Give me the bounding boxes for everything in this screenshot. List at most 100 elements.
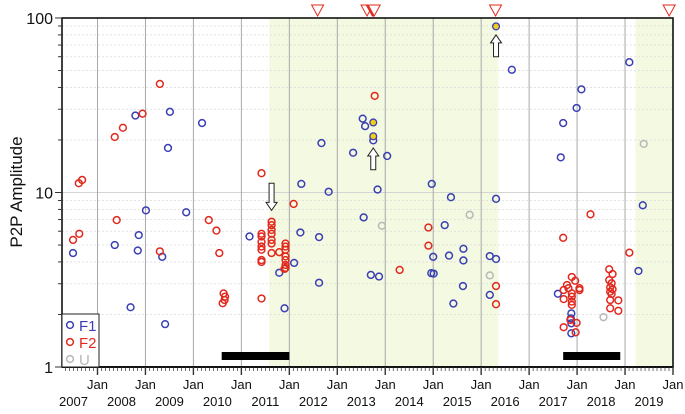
- y-tick-label: 10: [35, 186, 53, 203]
- point-f1: [373, 185, 382, 194]
- point-f1: [296, 228, 305, 237]
- x-year-label: 2013: [347, 394, 376, 409]
- point-f2: [281, 260, 290, 270]
- legend-marker-f2: [65, 337, 75, 347]
- point-f2: [281, 242, 290, 251]
- point-f1: [507, 65, 517, 74]
- point-f2: [566, 315, 575, 325]
- point-f1: [485, 290, 494, 300]
- point-f1: [348, 148, 358, 157]
- arrow-down-icon: [265, 182, 279, 212]
- y-axis-label: P2P Amplitude: [7, 136, 26, 247]
- point-f2: [571, 276, 580, 285]
- triangle-marker-icon: [310, 4, 325, 18]
- point-f2: [424, 241, 433, 250]
- point-f1: [556, 153, 565, 162]
- x-year-label: 2019: [635, 394, 664, 409]
- x-tick-month-label: Jan: [375, 377, 396, 392]
- axes: [55, 17, 674, 375]
- point-f2: [606, 295, 615, 305]
- point-f1: [638, 201, 647, 210]
- point-f2: [267, 217, 276, 226]
- point-f2: [608, 285, 617, 294]
- x-tick-month-label: Jan: [231, 377, 252, 392]
- arrow-up-icon: [489, 34, 503, 58]
- x-tick-month-label: Jan: [87, 377, 108, 392]
- arrow-up-icon: [366, 147, 380, 171]
- point-f1: [131, 111, 140, 120]
- point-f1: [126, 303, 135, 312]
- point-f2: [491, 300, 501, 309]
- point-f1: [160, 320, 170, 329]
- point-f2: [281, 252, 290, 261]
- point-f2: [118, 123, 128, 132]
- point-f1: [444, 251, 454, 260]
- legend-label-u: U: [79, 352, 90, 369]
- black-bar: [221, 352, 290, 360]
- x-year-label: 2009: [155, 394, 184, 409]
- x-year-label: 2015: [443, 394, 472, 409]
- point-f2: [77, 175, 87, 185]
- tick-labels: 110100Jan2007Jan2008Jan2009Jan2010Jan201…: [26, 11, 683, 409]
- point-f2: [281, 255, 290, 265]
- point-f1: [163, 143, 173, 153]
- point-f1: [165, 107, 175, 116]
- point-u: [485, 271, 494, 280]
- point-f1: [458, 281, 468, 291]
- point-f1: [572, 103, 581, 113]
- x-year-label: 2008: [107, 394, 136, 409]
- point-f2: [571, 328, 580, 337]
- highlighted-point: [369, 118, 378, 127]
- x-year-label: 2012: [299, 394, 328, 409]
- triangle-marker-icon: [367, 4, 382, 18]
- point-f2: [559, 323, 568, 332]
- point-f1: [68, 248, 78, 258]
- x-tick-month-label: Jan: [327, 377, 348, 392]
- x-tick-month-label: Jan: [135, 377, 156, 392]
- point-f1: [429, 269, 438, 278]
- point-f2: [608, 269, 617, 279]
- x-tick-month-label: Jan: [183, 377, 204, 392]
- x-tick-month-label: Jan: [663, 377, 684, 392]
- x-tick-month-label: Jan: [615, 377, 636, 392]
- x-tick-month-label: Jan: [567, 377, 588, 392]
- data-points: [68, 22, 648, 338]
- point-f1: [314, 278, 324, 287]
- point-f1: [491, 194, 501, 203]
- point-f1: [440, 220, 449, 230]
- point-f2: [257, 245, 266, 254]
- point-f2: [257, 242, 266, 251]
- point-f2: [606, 304, 615, 313]
- point-f2: [257, 169, 266, 178]
- point-f1: [553, 289, 563, 298]
- x-tick-month-label: Jan: [423, 377, 444, 392]
- point-f2: [267, 225, 276, 235]
- point-f2: [257, 237, 266, 247]
- point-f1: [634, 266, 643, 276]
- point-u: [639, 139, 648, 149]
- point-f2: [559, 294, 568, 304]
- point-f2: [212, 226, 221, 235]
- highlighted-point: [491, 22, 501, 31]
- point-f1: [314, 232, 324, 242]
- point-f2: [220, 295, 229, 305]
- point-f2: [567, 292, 576, 301]
- point-f1: [567, 329, 576, 338]
- point-f2: [395, 265, 404, 275]
- black-bars: [221, 352, 621, 360]
- x-tick-month-label: Jan: [471, 377, 492, 392]
- point-f1: [429, 252, 438, 261]
- point-f1: [324, 187, 333, 196]
- highlighted-point: [369, 132, 378, 141]
- point-f1: [383, 151, 392, 161]
- x-year-label: 2011: [251, 394, 279, 409]
- point-f2: [559, 233, 568, 242]
- point-f2: [257, 232, 266, 241]
- x-year-label: 2018: [587, 394, 616, 409]
- point-f2: [370, 91, 379, 100]
- point-f2: [68, 235, 78, 245]
- point-f1: [289, 258, 299, 268]
- point-f2: [267, 239, 276, 248]
- legend-label-f2: F2: [79, 335, 97, 352]
- point-f2: [559, 285, 568, 295]
